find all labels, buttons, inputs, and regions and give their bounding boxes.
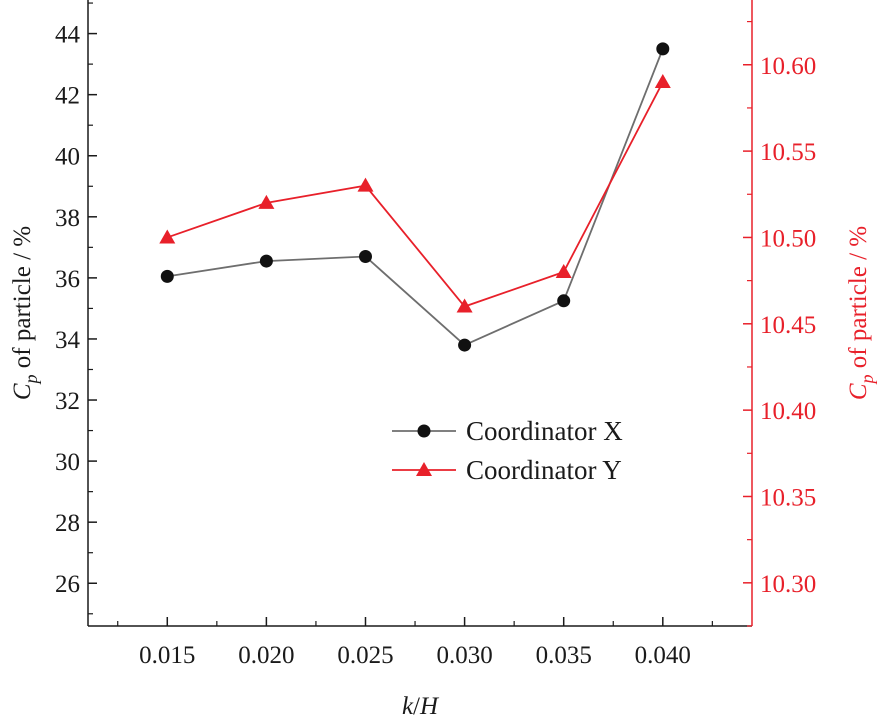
left-tick-label: 34 <box>55 327 81 354</box>
right-axis-title: Cp of particle / % <box>845 226 877 400</box>
left-tick-label: 36 <box>55 266 80 293</box>
left-tick-label: 28 <box>55 510 80 537</box>
data-point-circle <box>358 250 372 264</box>
data-point-circle <box>259 254 273 268</box>
right-tick-label: 10.35 <box>760 484 816 511</box>
left-axis-title-rest: of particle / % <box>9 226 36 375</box>
series-line-coordinator-y <box>166 81 664 308</box>
series-layer <box>159 42 671 352</box>
x-tick-label: 0.015 <box>139 642 195 669</box>
left-axis-title-symbol: C <box>9 383 36 400</box>
left-tick-label: 38 <box>55 205 80 232</box>
left-tick-label: 32 <box>55 388 80 415</box>
right-tick-label: 10.30 <box>760 571 816 598</box>
x-axis-title-h: H <box>419 693 440 720</box>
left-axis-title-subscript: p <box>21 374 41 385</box>
series-line-coordinator-x <box>167 48 664 347</box>
left-tick-label: 40 <box>55 144 80 171</box>
data-point-circle <box>656 42 670 56</box>
right-axis-title-symbol: C <box>845 383 872 400</box>
right-tick-label: 10.40 <box>760 398 816 425</box>
legend-item-coordinator-x: Coordinator X <box>392 416 623 446</box>
legend-item-coordinator-y: Coordinator Y <box>392 455 622 485</box>
data-point-circle <box>160 269 174 283</box>
right-tick-label: 10.55 <box>760 139 816 166</box>
data-point-triangle <box>159 229 176 244</box>
legend-label-coordinator-x: Coordinator X <box>466 416 623 446</box>
legend: Coordinator X Coordinator Y <box>392 416 623 485</box>
right-axis-title-subscript: p <box>857 374 877 385</box>
x-axis-title-slash: / <box>413 693 420 720</box>
x-tick-label: 0.025 <box>337 642 393 669</box>
x-tick-label: 0.030 <box>436 642 492 669</box>
legend-marker-triangle <box>416 462 432 476</box>
right-tick-label: 10.50 <box>760 225 816 252</box>
data-point-circle <box>557 294 571 308</box>
right-axis-title-rest: of particle / % <box>845 226 872 375</box>
data-point-circle <box>458 338 472 352</box>
left-axis-title: Cp of particle / % <box>9 226 41 400</box>
data-point-triangle <box>357 177 374 192</box>
x-tick-label: 0.040 <box>635 642 691 669</box>
left-tick-label: 30 <box>55 449 80 476</box>
x-axis-title: k/H <box>402 693 440 720</box>
data-point-triangle <box>258 194 275 209</box>
x-tick-label: 0.035 <box>536 642 592 669</box>
right-tick-label: 10.45 <box>760 312 816 339</box>
data-point-triangle <box>555 263 572 278</box>
legend-label-coordinator-y: Coordinator Y <box>466 455 622 485</box>
data-point-triangle <box>654 74 671 89</box>
right-tick-label: 10.60 <box>760 53 816 80</box>
data-point-triangle <box>456 298 473 313</box>
x-tick-label: 0.020 <box>238 642 294 669</box>
legend-marker-circle <box>417 424 431 438</box>
left-tick-label: 44 <box>55 22 81 49</box>
left-axis-ticks: 26 28 30 32 34 36 38 40 42 44 <box>55 2 97 615</box>
right-axis-ticks: 10.30 10.35 10.40 10.45 10.50 10.55 10.60 <box>743 20 816 627</box>
left-tick-label: 42 <box>55 83 80 110</box>
x-axis-title-k: k <box>402 693 414 720</box>
left-tick-label: 26 <box>55 571 80 598</box>
bottom-axis-ticks: 0.015 0.020 0.025 0.030 0.035 0.040 <box>117 617 713 669</box>
